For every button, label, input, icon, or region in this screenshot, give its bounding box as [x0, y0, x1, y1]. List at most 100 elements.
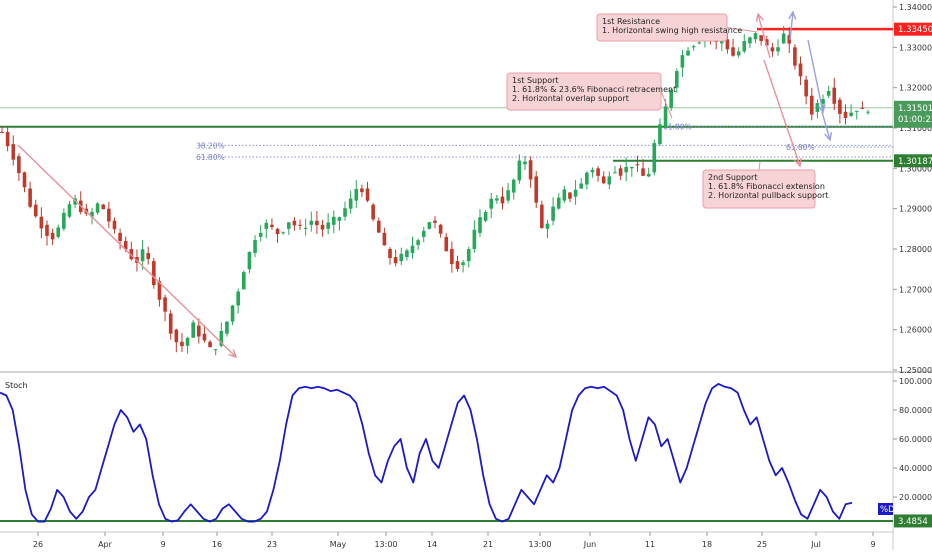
candle-body: [118, 232, 122, 241]
annotation-support-2-box: [702, 169, 816, 209]
candle-body: [849, 112, 853, 116]
candle-body: [405, 250, 409, 258]
candle-body: [838, 99, 842, 114]
annotation-support-1-line: 1. 61.8% & 23.6% Fibonacci retracement: [512, 85, 676, 94]
candle-body: [315, 220, 319, 226]
candle-body: [337, 217, 342, 221]
candle-body: [613, 172, 617, 174]
candle-body: [11, 144, 16, 160]
candle-body: [388, 249, 392, 258]
candle-body: [528, 160, 533, 180]
candle-body: [630, 166, 634, 169]
candle-body: [101, 204, 106, 210]
candles: [0, 25, 870, 356]
ab-arrow-up-head: [788, 10, 797, 20]
candle-body: [33, 204, 38, 217]
candle-body: [843, 111, 848, 118]
stoch-level-tag-bg: [894, 514, 932, 528]
candle-body: [669, 89, 673, 108]
x-tick-label: Apr: [98, 540, 113, 549]
candle-body: [95, 203, 100, 213]
annotation-resistance-1-title: 1st Resistance: [602, 17, 660, 26]
tag-current-bg: [894, 100, 932, 128]
candle-body: [303, 227, 308, 229]
resistance-arrow-up-head: [755, 12, 764, 22]
stoch-legend: %D: [880, 505, 895, 515]
stoch-tick-label: 60.0000: [899, 435, 932, 444]
stoch-tick-label: 80.0000: [899, 406, 932, 415]
candle-body: [686, 50, 690, 56]
candle-body: [483, 212, 488, 221]
candle-body: [646, 173, 651, 177]
candle-body: [545, 223, 550, 229]
candle-body: [45, 224, 49, 236]
price-tick-label: 1.27000: [899, 285, 932, 294]
candle-body: [590, 169, 595, 173]
candle-body: [354, 188, 359, 201]
candle-body: [438, 224, 443, 234]
candle-body: [821, 99, 825, 104]
x-tick-label: 18: [702, 540, 712, 549]
candle-body: [73, 198, 77, 205]
candle-body: [168, 313, 173, 334]
candle-body: [601, 176, 606, 184]
candle-body: [286, 222, 291, 229]
x-axis: 26 Apr 9 16 23 May 13:00 14 21 13:00 Jun 11 18 25 Jul 9: [33, 532, 876, 549]
candle-body: [511, 179, 516, 193]
candle-body: [618, 168, 623, 176]
candle-body: [421, 230, 426, 237]
x-tick-label: 9: [870, 540, 875, 549]
candle-body: [365, 188, 370, 201]
candle-body: [236, 291, 240, 306]
x-tick-label: 25: [757, 540, 767, 549]
annotation-support-2-pointer: [758, 161, 761, 171]
candle-body: [793, 47, 797, 66]
candle-body: [393, 257, 398, 264]
candle-body: [697, 42, 702, 44]
candle-body: [67, 204, 72, 217]
levels: 38.20% 61.80% 61.80% 61.80%: [0, 27, 893, 162]
candle-body: [641, 168, 645, 176]
candle-body: [292, 220, 297, 226]
candle-body: [854, 110, 859, 112]
candle-body: [832, 87, 837, 104]
stoch-tick-label: 100.0000: [899, 377, 932, 386]
candle-body: [427, 222, 432, 229]
tag-current-price: 1.31501: [898, 104, 932, 114]
annotation-support-1-title: 1st Support: [512, 76, 559, 85]
candle-body: [152, 261, 156, 286]
candle-body: [258, 232, 263, 237]
candle-body: [22, 172, 27, 188]
candle-body: [90, 211, 94, 217]
candle-body: [174, 329, 179, 343]
candle-body: [826, 90, 831, 96]
tag-resistance-bg: [894, 22, 932, 36]
annotation-support-1-box: [506, 72, 662, 111]
price-tick-label: 1.30000: [899, 164, 932, 173]
candle-body: [230, 305, 235, 322]
annotation-resistance-1-pointer: [726, 27, 758, 33]
candle-body: [753, 33, 758, 40]
candle-body: [607, 176, 612, 185]
candle-body: [506, 190, 510, 201]
candle-body: [208, 341, 212, 348]
tag-support-2-bg: [894, 154, 932, 168]
x-tick-label: 16: [212, 540, 222, 549]
candle-body: [489, 198, 494, 209]
candle-body: [309, 220, 314, 225]
price-tick-label: 1.26000: [899, 326, 932, 335]
candle-body: [360, 188, 364, 193]
price-tick-label: 1.33000: [899, 43, 932, 52]
candle-body: [579, 183, 584, 189]
candle-body: [495, 198, 499, 201]
price-y-axis: 1.34000 1.33000 1.32000 1.31000 1.30000 1.290…: [893, 3, 932, 375]
candle-body: [0, 132, 4, 134]
candle-body: [281, 232, 285, 234]
stoch-level-tag: 3.4854: [898, 517, 928, 527]
stoch-tick-label: 40.0000: [899, 464, 932, 473]
ab-arrow-down-2-head: [824, 131, 833, 142]
candle-body: [658, 124, 662, 145]
annotation-support-1-pointer: [660, 91, 673, 119]
